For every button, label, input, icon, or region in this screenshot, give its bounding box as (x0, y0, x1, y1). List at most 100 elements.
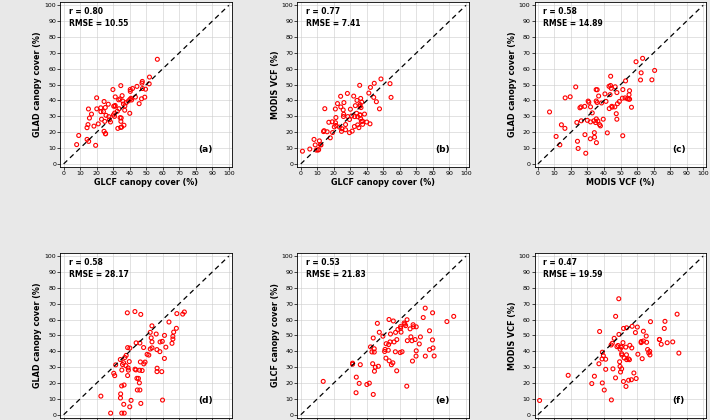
Point (337, 107, 349, 113)
Point (556, 121, 567, 128)
Point (151, 331, 162, 337)
Point (621, 383, 632, 390)
Point (144, 74, 155, 81)
Point (586, 110, 598, 116)
Point (120, 362, 131, 369)
Point (400, 322, 411, 329)
Point (367, 360, 378, 367)
Point (135, 400, 146, 407)
Point (342, 90, 353, 97)
Point (130, 94, 141, 100)
Point (310, 142, 321, 148)
Point (388, 318, 399, 324)
Point (323, 119, 334, 126)
Point (318, 128, 329, 135)
Point (405, 326, 416, 332)
Point (330, 119, 342, 126)
Point (616, 352, 628, 358)
Point (616, 365, 628, 372)
Point (614, 363, 626, 370)
Point (591, 139, 602, 146)
Point (134, 367, 146, 374)
Point (630, 375, 642, 382)
Point (136, 80, 148, 87)
Text: r = 0.58
RMSE = 28.17: r = 0.58 RMSE = 28.17 (69, 258, 129, 278)
Point (104, 116, 115, 123)
Point (605, 73, 616, 80)
Point (401, 316, 413, 323)
Point (635, 69, 647, 76)
Point (624, 356, 635, 363)
Point (71, 141, 82, 148)
Point (596, 100, 607, 106)
Point (420, 305, 431, 312)
Point (103, 101, 114, 108)
Point (359, 111, 370, 118)
Point (616, 350, 628, 357)
Point (139, 94, 151, 100)
Point (135, 311, 146, 318)
Point (329, 123, 340, 130)
Point (126, 97, 137, 103)
Point (572, 138, 583, 144)
Point (617, 86, 628, 93)
Point (121, 99, 132, 106)
Point (408, 323, 419, 330)
Point (154, 339, 165, 345)
Point (636, 355, 648, 362)
Point (368, 368, 380, 375)
Point (143, 352, 155, 358)
Point (410, 323, 422, 330)
Point (330, 122, 342, 129)
Point (427, 310, 438, 316)
Text: (c): (c) (672, 145, 686, 154)
Point (335, 104, 346, 110)
Point (383, 341, 394, 348)
Point (113, 97, 124, 103)
Point (349, 113, 361, 120)
Point (119, 122, 130, 129)
Point (297, 148, 308, 155)
Point (117, 98, 129, 105)
Point (594, 328, 606, 335)
Point (84, 115, 95, 121)
Point (134, 387, 146, 394)
Point (168, 336, 179, 342)
Point (618, 378, 629, 385)
Point (146, 334, 157, 341)
Point (641, 339, 652, 346)
Point (124, 110, 136, 117)
Point (622, 95, 633, 102)
Point (139, 359, 151, 365)
Point (109, 94, 121, 100)
Point (350, 389, 361, 396)
Point (129, 366, 141, 373)
Point (368, 80, 380, 87)
Point (109, 113, 120, 120)
Point (143, 81, 155, 87)
Point (119, 107, 131, 113)
Point (127, 85, 138, 92)
Point (414, 341, 425, 347)
Point (365, 84, 376, 91)
Point (640, 333, 652, 339)
Point (86, 111, 97, 118)
Point (154, 348, 165, 355)
Point (610, 313, 621, 320)
Point (114, 96, 126, 102)
Point (145, 329, 156, 336)
Point (146, 344, 158, 351)
Point (354, 112, 366, 118)
Point (354, 380, 365, 387)
Point (311, 147, 322, 153)
Point (672, 311, 683, 318)
Point (100, 112, 111, 119)
Point (329, 106, 341, 113)
Point (571, 119, 582, 126)
Point (579, 103, 590, 110)
Point (398, 320, 410, 326)
Point (368, 349, 380, 355)
Point (313, 146, 324, 153)
Point (596, 356, 608, 362)
Point (157, 397, 168, 404)
